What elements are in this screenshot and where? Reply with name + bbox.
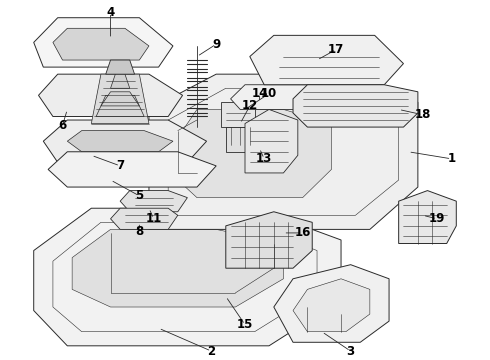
Polygon shape — [168, 88, 399, 215]
Polygon shape — [67, 131, 173, 152]
Polygon shape — [39, 74, 183, 117]
Polygon shape — [111, 74, 130, 88]
Text: 18: 18 — [415, 108, 431, 121]
Text: 12: 12 — [242, 99, 258, 112]
Polygon shape — [111, 208, 178, 229]
Polygon shape — [399, 190, 456, 243]
Polygon shape — [43, 120, 207, 162]
Polygon shape — [53, 28, 149, 60]
Polygon shape — [48, 152, 216, 187]
Text: 8: 8 — [135, 225, 144, 238]
Text: 2: 2 — [207, 345, 216, 357]
Polygon shape — [34, 208, 341, 346]
Polygon shape — [226, 212, 312, 268]
Text: 15: 15 — [237, 318, 253, 331]
Text: 16: 16 — [294, 226, 311, 239]
Polygon shape — [34, 18, 173, 67]
Polygon shape — [250, 35, 403, 85]
Text: 10: 10 — [261, 87, 277, 100]
Text: 13: 13 — [256, 152, 272, 165]
Polygon shape — [149, 74, 418, 229]
Text: 4: 4 — [106, 6, 115, 19]
Polygon shape — [293, 279, 370, 332]
Text: 11: 11 — [146, 212, 162, 225]
Text: 19: 19 — [429, 212, 445, 225]
Text: 6: 6 — [58, 119, 67, 132]
Polygon shape — [178, 109, 331, 198]
Polygon shape — [106, 60, 135, 74]
Text: 5: 5 — [135, 189, 144, 202]
Text: 3: 3 — [346, 345, 355, 357]
Polygon shape — [91, 74, 149, 123]
Text: 9: 9 — [212, 38, 220, 51]
Polygon shape — [101, 92, 139, 106]
Polygon shape — [72, 229, 283, 307]
Polygon shape — [274, 265, 389, 342]
Polygon shape — [226, 127, 255, 152]
Polygon shape — [245, 109, 298, 173]
Polygon shape — [293, 85, 418, 127]
Polygon shape — [96, 95, 144, 117]
Text: 1: 1 — [447, 152, 456, 165]
Polygon shape — [231, 85, 346, 109]
Text: 7: 7 — [116, 159, 124, 172]
Polygon shape — [221, 102, 255, 127]
Polygon shape — [120, 190, 187, 212]
Text: 14: 14 — [251, 87, 268, 100]
Polygon shape — [53, 222, 317, 332]
Text: 17: 17 — [328, 43, 344, 56]
